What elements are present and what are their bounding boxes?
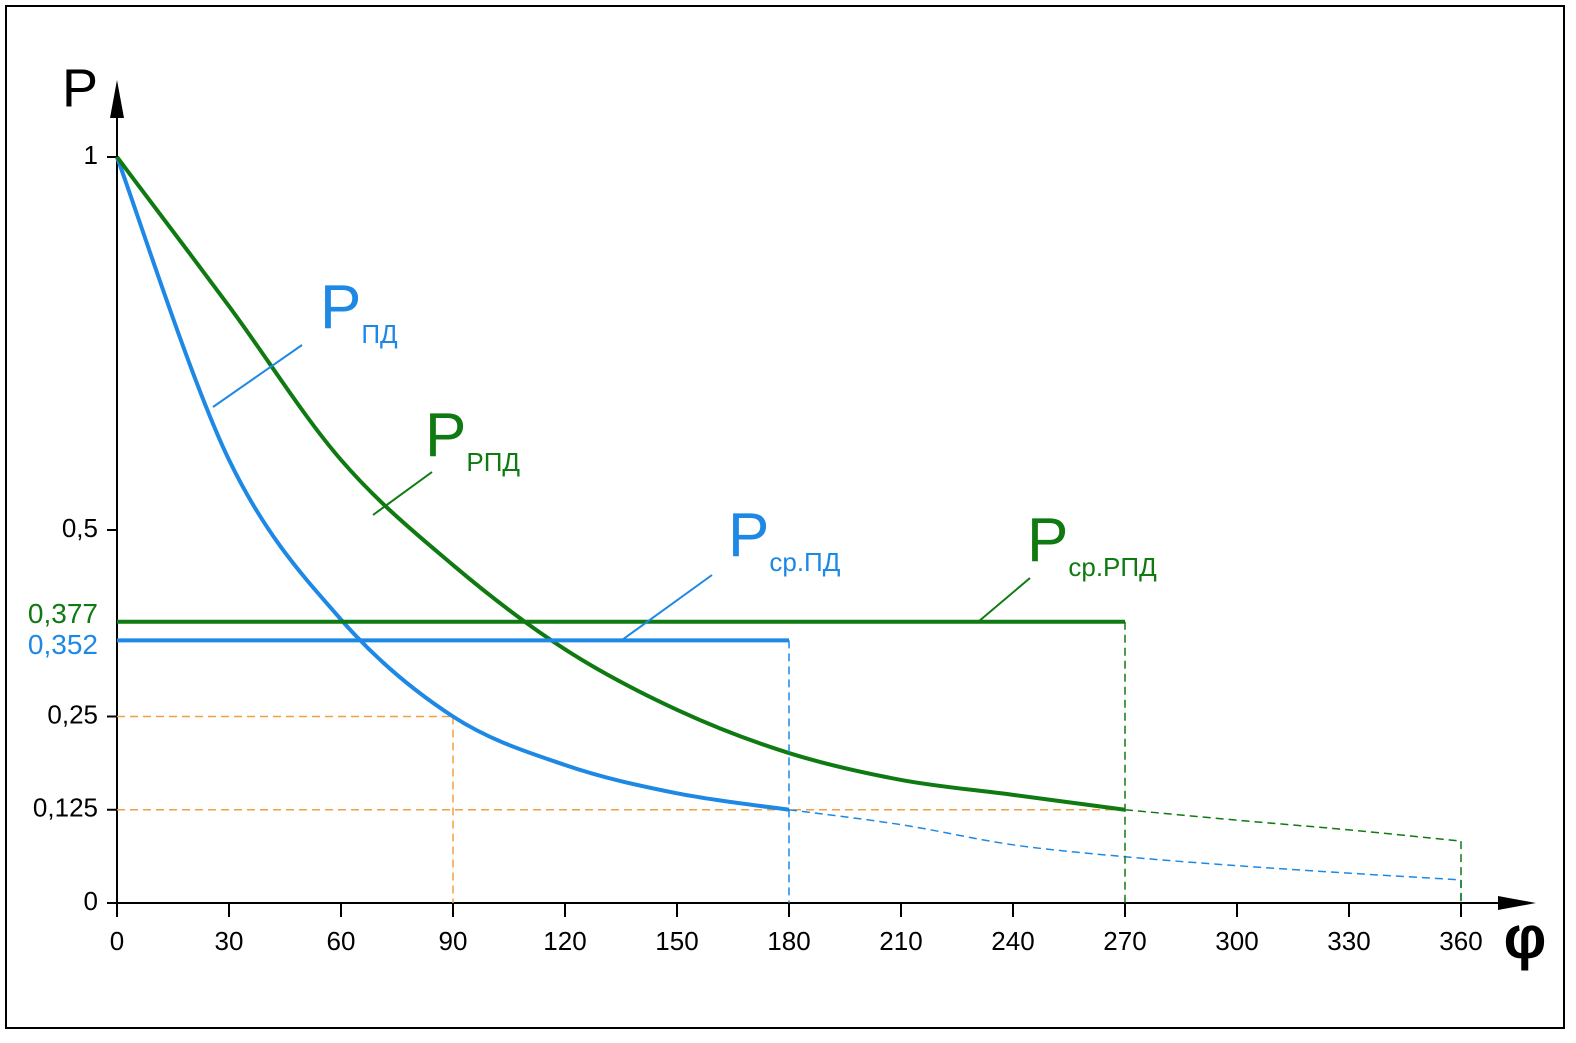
y-axis-arrow	[110, 80, 124, 118]
curve-label-name: P	[425, 401, 466, 470]
leader-line	[621, 574, 713, 641]
x-tick-label: 90	[439, 926, 468, 956]
curve-label-name: P	[320, 273, 361, 342]
x-axis-arrow	[1498, 896, 1536, 910]
x-tick-label: 240	[991, 926, 1034, 956]
y-tick-label: 0,25	[47, 699, 98, 729]
leader-line	[212, 344, 303, 408]
x-axis-label: φ	[1504, 904, 1547, 971]
x-tick-label: 180	[767, 926, 810, 956]
series-line	[115, 155, 1126, 812]
x-tick-label: 270	[1103, 926, 1146, 956]
y-tick-label: 1	[84, 140, 98, 170]
y-tick-label: 0,125	[33, 793, 98, 823]
y-tick-label: 0,5	[62, 513, 98, 543]
curve-label-subscript: РПД	[466, 447, 520, 477]
x-tick-label: 30	[215, 926, 244, 956]
curve-label: Pср.ПД	[728, 501, 841, 577]
average-value-label: 0,377	[28, 598, 98, 629]
x-tick-label: 120	[543, 926, 586, 956]
y-tick-label: 0	[84, 886, 98, 916]
x-tick-label: 60	[327, 926, 356, 956]
leader-line	[977, 577, 1031, 623]
curve-label: PПД	[320, 273, 398, 349]
x-tick-label: 0	[110, 926, 124, 956]
curve-label-subscript: ср.РПД	[1068, 552, 1157, 582]
curve-label-subscript: ПД	[361, 319, 398, 349]
curve-label-name: P	[728, 501, 769, 570]
curve-label: PРПД	[425, 401, 520, 477]
frame	[5, 5, 1565, 1029]
leader-line	[372, 471, 433, 516]
x-tick-label: 330	[1327, 926, 1370, 956]
x-tick-label: 150	[655, 926, 698, 956]
series-line-dashed	[1124, 809, 1462, 842]
average-value-label: 0,352	[28, 629, 98, 660]
curve-label-name: P	[1027, 506, 1068, 575]
series-line	[115, 156, 790, 812]
curve-label-subscript: ср.ПД	[769, 547, 840, 577]
y-axis-label: P	[62, 58, 98, 118]
x-tick-label: 210	[879, 926, 922, 956]
x-tick-label: 360	[1439, 926, 1482, 956]
curve-label: Pср.РПД	[1027, 506, 1157, 582]
x-tick-label: 300	[1215, 926, 1258, 956]
